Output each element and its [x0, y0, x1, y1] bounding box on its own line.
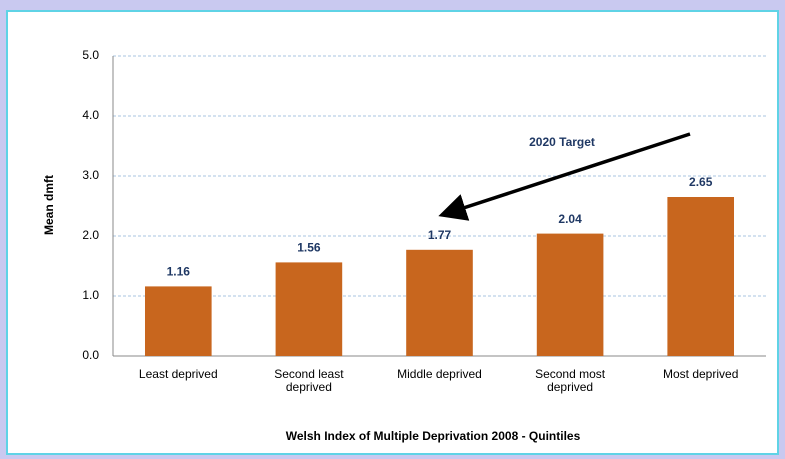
annotation-arrow — [438, 132, 691, 221]
y-tick-label: 2.0 — [82, 228, 99, 242]
x-tick-label: Second most deprived — [535, 367, 606, 394]
y-axis-title: Mean dmft — [42, 175, 56, 235]
bar — [406, 249, 473, 356]
data-label: 1.16 — [167, 265, 191, 279]
x-tick-label: Most deprived — [663, 367, 739, 381]
y-tick-label: 3.0 — [82, 168, 99, 182]
data-label: 1.77 — [428, 228, 452, 242]
bar — [667, 197, 735, 356]
x-tick-label: Middle deprived — [397, 367, 482, 381]
y-tick-label: 0.0 — [82, 348, 99, 362]
x-axis-title: Welsh Index of Multiple Deprivation 2008… — [286, 429, 581, 443]
annotation: 2020 Target — [529, 135, 595, 149]
x-tick-label: Least deprived — [138, 367, 218, 381]
bar — [275, 262, 343, 356]
bar — [144, 286, 212, 356]
y-tick-label: 4.0 — [82, 108, 99, 122]
data-label: 2.65 — [689, 175, 713, 189]
data-label: 1.56 — [297, 241, 321, 255]
y-tick-label: 1.0 — [82, 288, 99, 302]
chart-panel — [6, 10, 779, 455]
bar — [536, 233, 604, 356]
data-label: 2.04 — [558, 212, 582, 226]
x-tick-label: Second least deprived — [274, 367, 344, 394]
y-tick-label: 5.0 — [82, 48, 99, 62]
